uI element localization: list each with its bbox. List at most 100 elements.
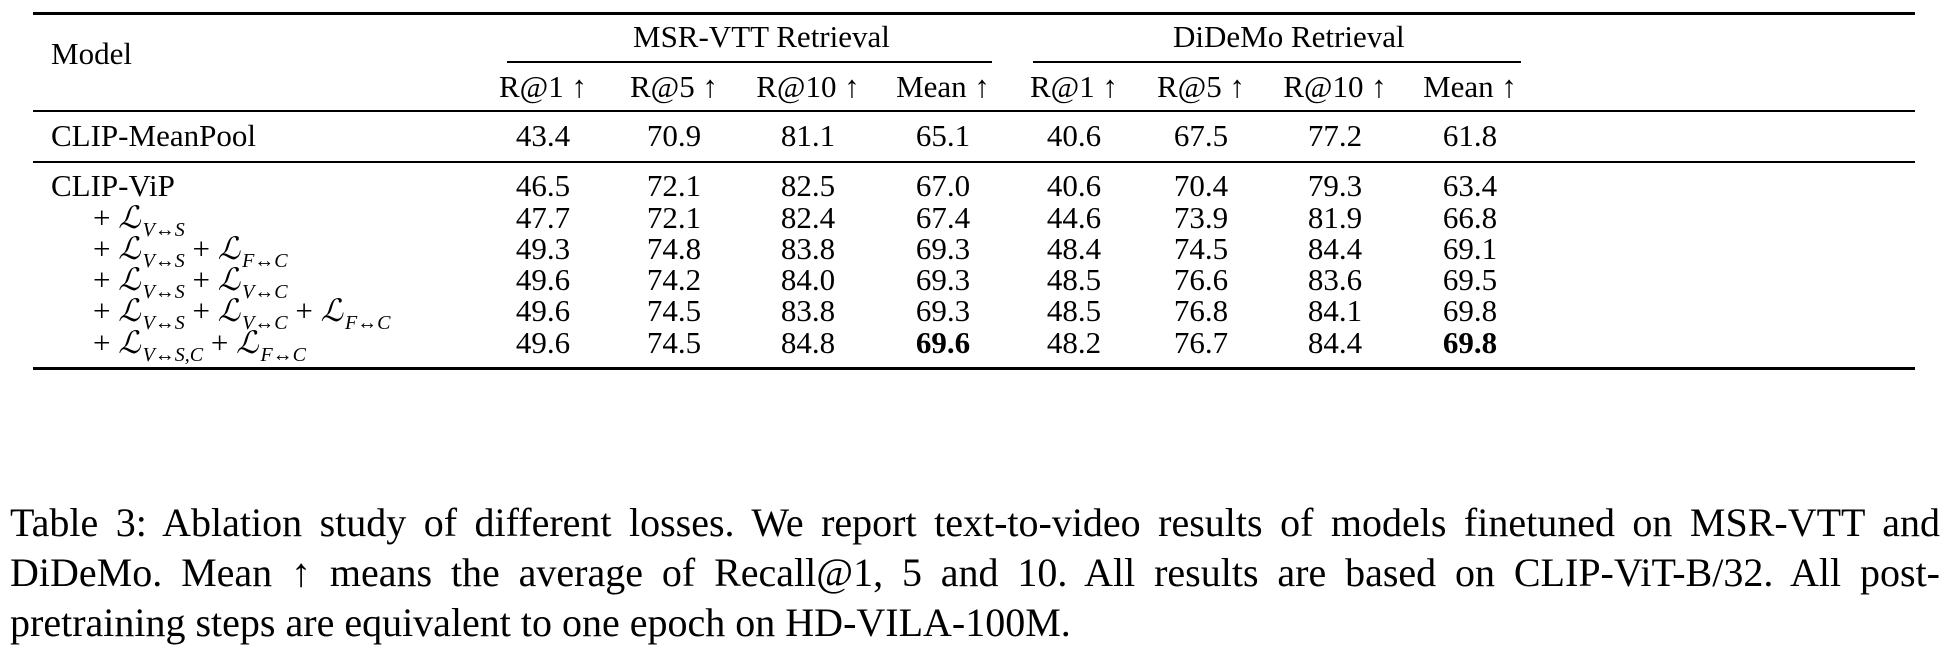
baseline-model-name: CLIP-MeanPool — [51, 118, 256, 153]
vip-model-name: CLIP-ViP — [51, 168, 175, 203]
vip-value-2: 82.5 — [780, 168, 836, 203]
ablation-value-0: 47.7 — [515, 200, 571, 235]
loss-symbol: ℒ — [217, 231, 241, 267]
loss-symbol: ℒ — [217, 293, 241, 329]
ablation-row-label: + ℒ V↔S + ℒ V↔C — [93, 262, 288, 310]
baseline-value-3: 65.1 — [915, 118, 971, 153]
loss-symbol: ℒ — [236, 325, 259, 361]
loss-subscript: V↔S — [142, 250, 185, 272]
vip-value-7: 63.4 — [1442, 168, 1498, 203]
ablation-value-2: 84.0 — [780, 262, 836, 297]
ablation-row-label: + ℒ V↔S — [93, 200, 185, 248]
table-top-rule — [33, 12, 1915, 15]
ablation-value-6: 84.4 — [1307, 325, 1363, 360]
plus-sign: + — [93, 231, 119, 266]
plus-sign: + — [192, 231, 218, 266]
vip-value-4: 40.6 — [1046, 168, 1102, 203]
loss-subscript: V↔S — [142, 219, 185, 241]
loss-subscript: V↔C — [242, 312, 288, 334]
ablation-value-3: 69.3 — [915, 293, 971, 328]
msrvtt-group-header: MSR-VTT Retrieval — [633, 19, 890, 54]
ablation-value-4: 44.6 — [1046, 200, 1102, 235]
baseline-value-0: 43.4 — [515, 118, 571, 153]
msrvtt-group-rule — [507, 61, 992, 63]
column-header-6: R@10 ↑ — [1283, 69, 1387, 104]
ablation-value-1: 72.1 — [646, 200, 702, 235]
ablation-value-1: 74.5 — [646, 293, 702, 328]
ablation-value-4: 48.2 — [1046, 325, 1102, 360]
loss-symbol: ℒ — [217, 262, 241, 298]
loss-symbol: ℒ — [118, 262, 141, 298]
didemo-group-rule — [1033, 61, 1521, 63]
ablation-row-label: + ℒ V↔S + ℒ F↔C — [93, 231, 288, 279]
ablation-value-3: 69.3 — [915, 231, 971, 266]
ablation-value-5: 76.8 — [1173, 293, 1229, 328]
ablation-value-5: 74.5 — [1173, 231, 1229, 266]
loss-subscript: F↔C — [344, 312, 391, 334]
loss-subscript: F↔C — [242, 250, 288, 272]
header-bottom-rule — [33, 110, 1915, 112]
ablation-value-7: 69.5 — [1442, 262, 1498, 297]
baseline-value-4: 40.6 — [1046, 118, 1102, 153]
baseline-value-5: 67.5 — [1173, 118, 1229, 153]
loss-symbol: ℒ — [118, 231, 141, 267]
ablation-row-label: + ℒ V↔S + ℒ V↔C + ℒ F↔C — [93, 293, 391, 341]
ablation-value-3: 67.4 — [915, 200, 971, 235]
vip-value-6: 79.3 — [1307, 168, 1363, 203]
loss-symbol: ℒ — [118, 325, 141, 361]
ablation-value-1: 74.5 — [646, 325, 702, 360]
ablation-value-5: 73.9 — [1173, 200, 1229, 235]
plus-sign: + — [93, 325, 119, 360]
loss-subscript: V↔S,C — [142, 344, 204, 366]
column-header-4: R@1 ↑ — [1030, 69, 1118, 104]
ablation-value-3: 69.3 — [915, 262, 971, 297]
ablation-value-0: 49.6 — [515, 325, 571, 360]
loss-symbol: ℒ — [320, 293, 343, 329]
ablation-value-4: 48.5 — [1046, 293, 1102, 328]
loss-symbol: ℒ — [118, 293, 141, 329]
ablation-value-2: 83.8 — [780, 293, 836, 328]
plus-sign: + — [93, 293, 119, 328]
ablation-value-1: 74.2 — [646, 262, 702, 297]
loss-symbol: ℒ — [118, 200, 141, 236]
plus-sign: + — [192, 262, 218, 297]
ablation-value-0: 49.6 — [515, 262, 571, 297]
ablation-value-7: 69.1 — [1442, 231, 1498, 266]
ablation-value-0: 49.6 — [515, 293, 571, 328]
loss-subscript: V↔S — [142, 281, 185, 303]
vip-value-1: 72.1 — [646, 168, 702, 203]
column-header-7: Mean ↑ — [1423, 69, 1517, 104]
ablation-value-6: 84.4 — [1307, 231, 1363, 266]
ablation-value-7: 66.8 — [1442, 200, 1498, 235]
ablation-value-2: 83.8 — [780, 231, 836, 266]
column-header-1: R@5 ↑ — [630, 69, 718, 104]
ablation-value-6: 84.1 — [1307, 293, 1363, 328]
column-header-3: Mean ↑ — [896, 69, 990, 104]
vip-value-0: 46.5 — [515, 168, 571, 203]
ablation-value-2: 84.8 — [780, 325, 836, 360]
ablation-value-7: 69.8 — [1442, 325, 1498, 360]
column-header-5: R@5 ↑ — [1157, 69, 1245, 104]
plus-sign: + — [295, 293, 321, 328]
vip-value-5: 70.4 — [1173, 168, 1229, 203]
ablation-value-3: 69.6 — [915, 325, 971, 360]
ablation-value-5: 76.6 — [1173, 262, 1229, 297]
loss-subscript: F↔C — [260, 344, 306, 366]
plus-sign: + — [210, 325, 237, 360]
baseline-bottom-rule — [33, 161, 1915, 163]
baseline-value-2: 81.1 — [780, 118, 836, 153]
didemo-group-header: DiDeMo Retrieval — [1173, 19, 1405, 54]
plus-sign: + — [192, 293, 218, 328]
table-bottom-rule — [33, 367, 1915, 370]
baseline-value-6: 77.2 — [1307, 118, 1363, 153]
ablation-value-1: 74.8 — [646, 231, 702, 266]
plus-sign: + — [93, 262, 119, 297]
baseline-value-7: 61.8 — [1442, 118, 1498, 153]
table-caption: Table 3: Ablation study of different los… — [10, 500, 1940, 645]
model-column-header: Model — [51, 36, 132, 71]
ablation-value-5: 76.7 — [1173, 325, 1229, 360]
plus-sign: + — [93, 200, 119, 235]
vip-value-3: 67.0 — [915, 168, 971, 203]
loss-subscript: V↔C — [242, 281, 288, 303]
ablation-value-4: 48.5 — [1046, 262, 1102, 297]
